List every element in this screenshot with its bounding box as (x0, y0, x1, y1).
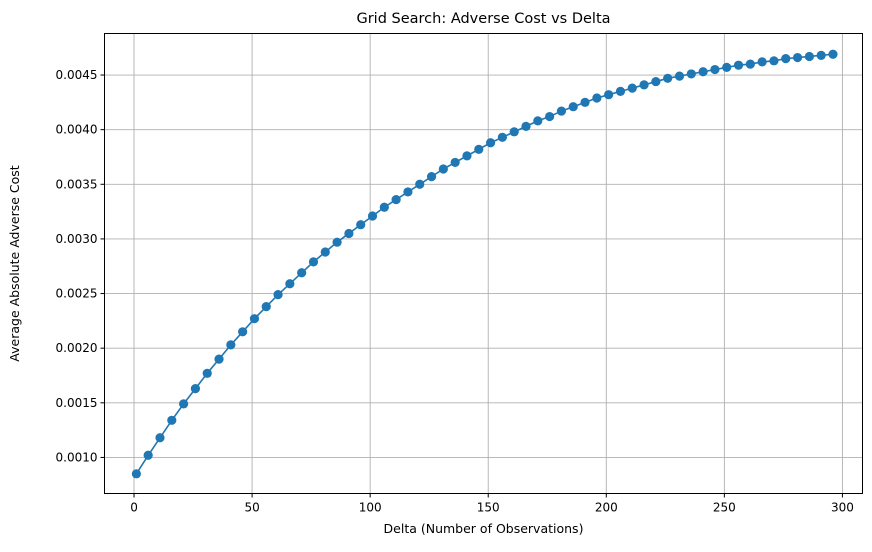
x-tick-label: 150 (477, 501, 500, 515)
data-point (580, 97, 590, 107)
x-axis-label: Delta (Number of Observations) (384, 521, 584, 536)
data-point (179, 399, 189, 409)
y-tick-label: 0.0015 (56, 396, 98, 410)
data-point (332, 237, 342, 247)
y-tick-label: 0.0025 (56, 287, 98, 301)
y-tick-label: 0.0045 (56, 68, 98, 82)
data-point (249, 314, 260, 324)
data-point (297, 268, 307, 278)
data-point (568, 102, 578, 112)
data-point (521, 121, 531, 131)
grid (104, 33, 863, 494)
x-tick-label: 300 (831, 501, 854, 515)
data-point (627, 83, 637, 93)
data-point (379, 202, 389, 212)
x-tick-label: 100 (359, 501, 382, 515)
data-point (462, 151, 472, 161)
data-point (497, 132, 507, 142)
data-point (320, 247, 330, 257)
x-tick-label: 200 (595, 501, 618, 515)
data-point (308, 257, 319, 267)
data-point (238, 327, 248, 337)
data-point (202, 368, 212, 378)
chart-title: Grid Search: Adverse Cost vs Delta (356, 11, 610, 27)
data-point (639, 80, 649, 90)
data-point (356, 220, 366, 230)
data-point (698, 67, 708, 77)
data-point (651, 76, 661, 87)
data-point (450, 157, 460, 168)
data-point (143, 450, 153, 460)
data-point (828, 49, 838, 59)
data-point (403, 187, 413, 197)
data-point (816, 50, 826, 60)
x-tick-label: 0 (130, 501, 138, 515)
data-point (261, 302, 271, 312)
data-point (131, 469, 141, 479)
data-point (745, 59, 755, 69)
data-point (485, 138, 496, 148)
data-point (663, 73, 673, 83)
data-point (722, 62, 732, 72)
y-tick-label: 0.0010 (56, 450, 98, 464)
data-point (438, 164, 448, 174)
data-point (226, 340, 236, 350)
y-tick-label: 0.0030 (56, 232, 98, 246)
data-point (792, 52, 803, 63)
data-point (344, 228, 354, 239)
plot-frame (104, 33, 863, 494)
data-point (426, 172, 437, 182)
data-point (769, 56, 779, 66)
y-tick-label: 0.0040 (56, 123, 98, 137)
data-point (167, 415, 177, 425)
y-tick-label: 0.0020 (56, 341, 98, 355)
data-point (592, 93, 602, 103)
data-point (674, 71, 685, 81)
data-point (604, 90, 614, 100)
data-point (273, 290, 283, 300)
data-point (391, 194, 401, 205)
data-point (686, 69, 696, 79)
x-tick-label: 50 (244, 501, 259, 515)
data-point (285, 279, 295, 289)
ticks: 0 50 100 150 200 250 300 0.0010 0.0015 0.0020 0.00… (56, 68, 854, 514)
data-point (474, 144, 484, 154)
data-point (509, 127, 519, 137)
data-point (214, 354, 224, 364)
x-tick-label: 250 (713, 501, 736, 515)
data-point (757, 57, 767, 67)
y-tick-label: 0.0035 (56, 177, 98, 191)
data-point (733, 60, 744, 70)
series-layer (131, 49, 838, 479)
data-point (710, 64, 720, 75)
data-point (190, 384, 201, 394)
data-point (556, 106, 567, 116)
data-point (155, 433, 165, 443)
data-point (415, 179, 425, 189)
data-point (545, 111, 555, 122)
y-axis-label: Average Absolute Adverse Cost (7, 165, 22, 361)
data-point (367, 211, 378, 221)
data-point (781, 54, 791, 64)
data-point (533, 116, 543, 126)
data-point (615, 86, 626, 97)
data-point (804, 51, 814, 62)
